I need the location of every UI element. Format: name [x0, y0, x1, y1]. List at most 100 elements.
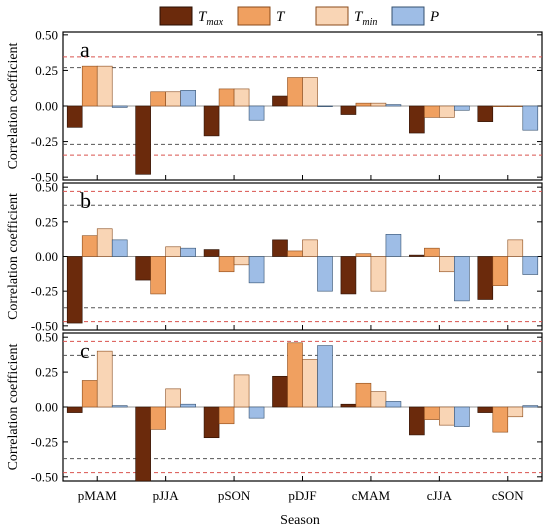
bar-a-Tmax-cJJA: [409, 105, 425, 134]
x-axis: pMAM pJJA pSON pDJF cMAM cJJA cSON: [78, 488, 525, 503]
bar-c-Tmin-cSON: [507, 406, 524, 418]
y-axis-title: Correlation coefficient: [6, 42, 21, 169]
bar-b-Tmax-cJJA: [409, 254, 425, 257]
x-tick-label: cJJA: [427, 488, 453, 503]
bar-c-Tmax-pJJA: [135, 406, 151, 482]
bar-b-Tmin-cSON: [507, 239, 524, 257]
bar-c-Tmax-cSON: [477, 406, 494, 413]
bar-a-T-cMAM: [355, 102, 372, 107]
bar-b-P-pDJF: [317, 256, 333, 292]
bar-c-P-pDJF: [317, 345, 333, 408]
legend-swatch-3: [391, 6, 425, 26]
y-tick-label: 0.25: [35, 214, 58, 229]
bar-b-Tmax-cMAM: [340, 256, 357, 295]
bar-b-Tmin-cMAM: [370, 256, 387, 292]
y-tick-label: -0.25: [31, 434, 58, 449]
panel-c: -0.50 -0.25 0.00 0.25 0.50 c Correlation coeff…: [6, 330, 543, 484]
bar-c-T-pDJF: [287, 342, 303, 408]
chart-legend: Tmax T Tmin P: [159, 6, 439, 28]
panel-a: -0.50 -0.25 0.00 0.25 0.50 a Correlation coeff…: [6, 27, 543, 185]
y-tick-label: 0.25: [35, 63, 58, 78]
bar-b-T-pDJF: [287, 250, 303, 257]
bar-a-T-pDJF: [287, 77, 303, 107]
y-tick-label: 0.50: [35, 330, 58, 345]
y-axis-title: Correlation coefficient: [6, 193, 21, 320]
bar-c-Tmin-cJJA: [439, 406, 455, 426]
bar-b-Tmin-pDJF: [302, 239, 318, 257]
y-tick-label: 0.25: [35, 365, 58, 380]
x-tick-label: pJJA: [153, 488, 180, 503]
bar-c-T-cMAM: [355, 382, 372, 408]
bar-b-T-cSON: [492, 256, 509, 286]
y-tick-label: -0.50: [31, 170, 58, 185]
y-tick-label: 0.50: [35, 180, 58, 195]
bar-c-P-pSON: [248, 406, 265, 419]
bar-a-P-pJJA: [180, 90, 196, 107]
bar-a-Tmin-cMAM: [370, 102, 387, 107]
bar-c-T-pMAM: [81, 380, 98, 408]
y-tick-label: 0.00: [35, 400, 58, 415]
bar-a-Tmax-pMAM: [66, 105, 83, 128]
bar-b-Tmin-pMAM: [96, 228, 113, 257]
bar-b-Tmax-pSON: [203, 249, 220, 257]
x-tick-label: pDJF: [288, 488, 316, 503]
panel-label: c: [80, 338, 90, 363]
bar-c-Tmin-cMAM: [370, 391, 387, 408]
bar-a-Tmax-cSON: [477, 105, 494, 122]
bar-b-Tmax-cSON: [477, 256, 494, 300]
bar-c-P-cSON: [522, 405, 539, 408]
legend-label-2: Tmin: [354, 9, 377, 28]
x-tick-label: cSON: [492, 488, 524, 503]
bar-b-P-pSON: [248, 256, 265, 284]
bar-a-Tmin-pSON: [233, 88, 250, 107]
panel-label: b: [80, 188, 91, 213]
bar-c-Tmin-pDJF: [302, 359, 318, 408]
bar-a-Tmax-pSON: [203, 105, 220, 137]
bar-c-P-pMAM: [111, 405, 128, 408]
panel-b: -0.50 -0.25 0.00 0.25 0.50 b Correlation coeff…: [6, 180, 543, 333]
legend-swatch-0: [159, 6, 193, 26]
bar-a-T-pMAM: [81, 65, 98, 107]
y-tick-label: -0.50: [31, 318, 58, 333]
bar-b-P-cSON: [522, 256, 539, 275]
y-tick-label: -0.25: [31, 284, 58, 299]
bar-b-T-pMAM: [81, 235, 98, 257]
bar-c-Tmin-pMAM: [96, 350, 113, 408]
legend-swatch-1: [237, 6, 271, 26]
bar-b-T-pSON: [218, 256, 235, 273]
bar-a-P-pDJF: [317, 105, 333, 107]
bar-c-Tmax-pSON: [203, 406, 220, 439]
bar-c-T-pJJA: [150, 406, 166, 430]
bar-b-P-pMAM: [111, 239, 128, 257]
bar-b-Tmax-pDJF: [272, 239, 288, 257]
bar-c-T-pSON: [218, 406, 235, 425]
legend-label-0: Tmax: [198, 9, 224, 28]
bar-a-Tmin-cJJA: [439, 105, 455, 118]
x-axis-title: Season: [280, 513, 320, 528]
bar-b-P-pJJA: [180, 247, 196, 257]
bar-c-Tmin-pJJA: [165, 388, 181, 408]
bar-a-Tmin-cSON: [507, 105, 524, 107]
bar-c-Tmax-pDJF: [272, 375, 288, 408]
bar-c-Tmax-pMAM: [66, 406, 83, 413]
legend-label-1: T: [276, 9, 286, 25]
bar-a-T-pJJA: [150, 91, 166, 107]
panel-label: a: [80, 37, 90, 62]
bar-c-Tmax-cMAM: [340, 403, 357, 408]
bar-b-Tmin-pSON: [233, 256, 250, 266]
bar-c-P-cMAM: [385, 401, 402, 408]
bar-a-Tmax-pDJF: [272, 95, 288, 107]
legend-label-3: P: [429, 9, 439, 25]
bar-c-Tmin-pSON: [233, 374, 250, 408]
bar-b-Tmin-pJJA: [165, 246, 181, 257]
y-tick-label: 0.00: [35, 249, 58, 264]
bar-a-T-cJJA: [424, 105, 440, 118]
bar-a-Tmax-pJJA: [135, 105, 151, 175]
x-tick-label: cMAM: [352, 488, 391, 503]
bar-c-P-pJJA: [180, 403, 196, 408]
bar-a-P-cJJA: [454, 105, 470, 111]
bar-a-P-cSON: [522, 105, 539, 131]
x-tick-label: pMAM: [78, 488, 117, 503]
bar-a-P-pSON: [248, 105, 265, 121]
